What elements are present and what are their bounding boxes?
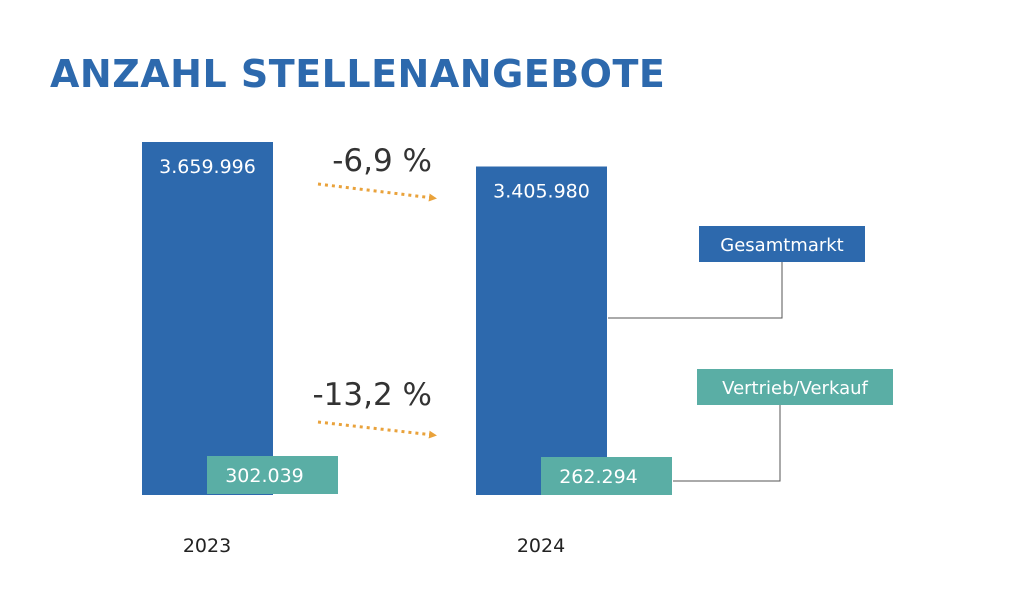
- bar-vertrieb-2023: [207, 456, 338, 494]
- change-label-2: -13,2 %: [312, 377, 432, 413]
- change-arrow-1: [317, 182, 437, 202]
- connector-vertrieb: [673, 405, 781, 482]
- bar-vertrieb-2024: [541, 457, 672, 495]
- change-arrow-2: [317, 420, 437, 439]
- change-label-1: -6,9 %: [332, 143, 432, 179]
- bar-gesamtmarkt-2024: [476, 166, 607, 495]
- x-tick-label-2024: 2024: [517, 535, 565, 557]
- bar-value-label-vertrieb-2024: 262.294: [559, 466, 638, 488]
- legend-gesamtmarkt-box: [699, 226, 865, 262]
- legend-vertrieb-label: Vertrieb/Verkauf: [722, 378, 868, 399]
- bar-gesamtmarkt-2023: [142, 142, 273, 495]
- bar-value-label-gesamtmarkt-2023: 3.659.996: [159, 156, 256, 178]
- legend-gesamtmarkt-label: Gesamtmarkt: [720, 235, 843, 256]
- bar-value-label-vertrieb-2023: 302.039: [225, 465, 304, 487]
- x-tick-label-2023: 2023: [183, 535, 231, 557]
- chart-title: ANZAHL STELLENANGEBOTE: [50, 52, 666, 96]
- bar-value-label-gesamtmarkt-2024: 3.405.980: [493, 180, 590, 202]
- connector-gesamtmarkt: [608, 262, 783, 319]
- legend-vertrieb-box: [697, 369, 893, 405]
